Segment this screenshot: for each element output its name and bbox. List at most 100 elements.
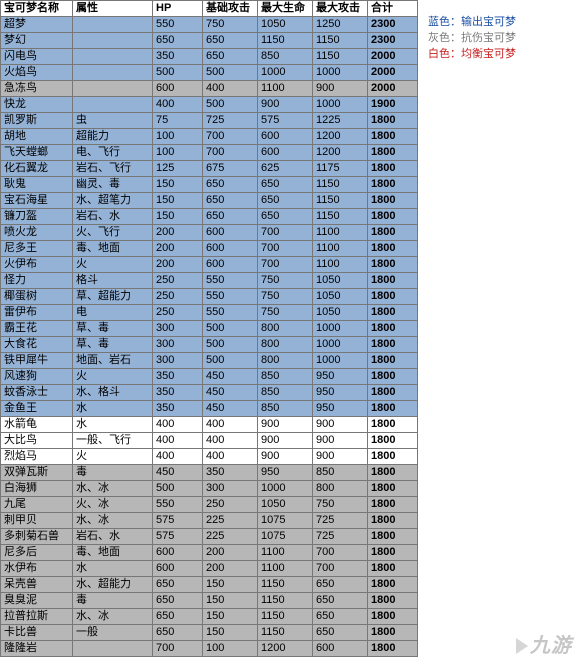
cell: 100 <box>153 129 203 145</box>
cell: 150 <box>203 577 258 593</box>
cell: 650 <box>258 209 313 225</box>
cell: 1150 <box>313 177 368 193</box>
col-maxhp: 最大生命 <box>258 1 313 17</box>
table-row: 水箭龟水4004009009001800 <box>1 417 418 433</box>
cell: 450 <box>203 369 258 385</box>
cell: 100 <box>153 145 203 161</box>
cell: 1175 <box>313 161 368 177</box>
cell: 400 <box>203 81 258 97</box>
cell: 大比鸟 <box>1 433 73 449</box>
cell: 700 <box>313 561 368 577</box>
cell: 700 <box>313 545 368 561</box>
cell: 卡比兽 <box>1 625 73 641</box>
cell: 625 <box>258 161 313 177</box>
cell: 1800 <box>368 481 418 497</box>
table-row: 风速狗火3504508509501800 <box>1 369 418 385</box>
cell: 1800 <box>368 641 418 657</box>
table-row: 耿鬼幽灵、毒15065065011501800 <box>1 177 418 193</box>
cell: 750 <box>258 289 313 305</box>
cell: 1150 <box>313 49 368 65</box>
cell: 1225 <box>313 113 368 129</box>
table-row: 蚊香泳士水、格斗3504508509501800 <box>1 385 418 401</box>
cell: 400 <box>153 449 203 465</box>
cell: 毒、地面 <box>73 545 153 561</box>
cell: 700 <box>258 225 313 241</box>
cell: 1100 <box>258 545 313 561</box>
cell: 900 <box>313 417 368 433</box>
cell: 臭臭泥 <box>1 593 73 609</box>
col-hp: HP <box>153 1 203 17</box>
cell <box>73 65 153 81</box>
cell: 800 <box>313 481 368 497</box>
cell: 400 <box>203 417 258 433</box>
cell: 350 <box>153 401 203 417</box>
cell: 1800 <box>368 513 418 529</box>
cell: 725 <box>203 113 258 129</box>
table-row: 烈焰马火4004009009001800 <box>1 449 418 465</box>
table-row: 白海狮水、冰50030010008001800 <box>1 481 418 497</box>
cell: 怪力 <box>1 273 73 289</box>
cell: 650 <box>153 593 203 609</box>
cell: 200 <box>203 561 258 577</box>
cell: 1800 <box>368 337 418 353</box>
cell: 水 <box>73 401 153 417</box>
cell: 800 <box>258 321 313 337</box>
cell: 宝石海星 <box>1 193 73 209</box>
cell: 1800 <box>368 369 418 385</box>
cell: 650 <box>313 577 368 593</box>
cell: 草、毒 <box>73 337 153 353</box>
cell: 白海狮 <box>1 481 73 497</box>
cell: 蚊香泳士 <box>1 385 73 401</box>
table-row: 尼多后毒、地面60020011007001800 <box>1 545 418 561</box>
cell: 500 <box>203 65 258 81</box>
cell: 1100 <box>258 81 313 97</box>
cell: 350 <box>203 465 258 481</box>
cell: 550 <box>203 273 258 289</box>
cell: 550 <box>153 497 203 513</box>
table-row: 怪力格斗25055075010501800 <box>1 273 418 289</box>
cell: 大食花 <box>1 337 73 353</box>
cell: 双弹瓦斯 <box>1 465 73 481</box>
cell: 800 <box>258 353 313 369</box>
cell: 2000 <box>368 65 418 81</box>
cell: 1800 <box>368 273 418 289</box>
cell: 一般、飞行 <box>73 433 153 449</box>
cell: 600 <box>313 641 368 657</box>
cell: 650 <box>203 209 258 225</box>
cell: 1250 <box>313 17 368 33</box>
cell: 1000 <box>258 481 313 497</box>
table-row: 大比鸟一般、飞行4004009009001800 <box>1 433 418 449</box>
cell: 1200 <box>258 641 313 657</box>
cell: 250 <box>203 497 258 513</box>
table-row: 大食花草、毒30050080010001800 <box>1 337 418 353</box>
cell: 岩石、飞行 <box>73 161 153 177</box>
table-row: 快龙40050090010001900 <box>1 97 418 113</box>
cell: 650 <box>153 33 203 49</box>
cell: 250 <box>153 305 203 321</box>
cell: 1800 <box>368 113 418 129</box>
cell: 1100 <box>313 257 368 273</box>
cell: 575 <box>153 513 203 529</box>
table-row: 火伊布火20060070011001800 <box>1 257 418 273</box>
cell: 火、飞行 <box>73 225 153 241</box>
cell: 草、毒 <box>73 321 153 337</box>
cell: 风速狗 <box>1 369 73 385</box>
cell: 450 <box>203 385 258 401</box>
cell: 500 <box>153 481 203 497</box>
cell: 75 <box>153 113 203 129</box>
cell: 水、冰 <box>73 609 153 625</box>
cell: 1800 <box>368 545 418 561</box>
legend: 蓝色：输出宝可梦 灰色：抗伤宝可梦 白色：均衡宝可梦 <box>428 14 516 62</box>
cell: 地面、岩石 <box>73 353 153 369</box>
cell: 500 <box>203 353 258 369</box>
cell: 水 <box>73 417 153 433</box>
cell: 1800 <box>368 433 418 449</box>
cell: 500 <box>203 97 258 113</box>
cell: 600 <box>203 257 258 273</box>
cell: 1000 <box>313 353 368 369</box>
table-row: 火焰鸟500500100010002000 <box>1 65 418 81</box>
legend-gray: 灰色：抗伤宝可梦 <box>428 30 516 46</box>
cell: 600 <box>153 561 203 577</box>
cell: 1000 <box>313 321 368 337</box>
cell: 1800 <box>368 241 418 257</box>
